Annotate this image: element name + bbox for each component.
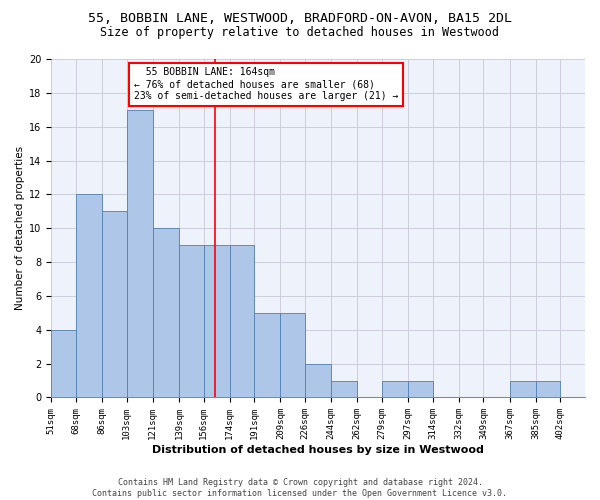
Bar bbox=[280, 313, 305, 398]
Text: 55, BOBBIN LANE, WESTWOOD, BRADFORD-ON-AVON, BA15 2DL: 55, BOBBIN LANE, WESTWOOD, BRADFORD-ON-A… bbox=[88, 12, 512, 26]
Bar bbox=[179, 245, 203, 398]
Text: Size of property relative to detached houses in Westwood: Size of property relative to detached ho… bbox=[101, 26, 499, 39]
Bar bbox=[331, 380, 357, 398]
Text: 55 BOBBIN LANE: 164sqm  
← 76% of detached houses are smaller (68)
23% of semi-d: 55 BOBBIN LANE: 164sqm ← 76% of detached… bbox=[134, 68, 398, 100]
Bar bbox=[536, 380, 560, 398]
Bar bbox=[203, 245, 230, 398]
Bar bbox=[305, 364, 331, 398]
Bar bbox=[230, 245, 254, 398]
Bar bbox=[76, 194, 102, 398]
Bar bbox=[408, 380, 433, 398]
X-axis label: Distribution of detached houses by size in Westwood: Distribution of detached houses by size … bbox=[152, 445, 484, 455]
Bar bbox=[153, 228, 179, 398]
Bar bbox=[102, 212, 127, 398]
Bar bbox=[127, 110, 153, 398]
Text: Contains HM Land Registry data © Crown copyright and database right 2024.
Contai: Contains HM Land Registry data © Crown c… bbox=[92, 478, 508, 498]
Bar bbox=[254, 313, 280, 398]
Y-axis label: Number of detached properties: Number of detached properties bbox=[15, 146, 25, 310]
Bar bbox=[382, 380, 408, 398]
Bar bbox=[509, 380, 536, 398]
Bar bbox=[51, 330, 76, 398]
